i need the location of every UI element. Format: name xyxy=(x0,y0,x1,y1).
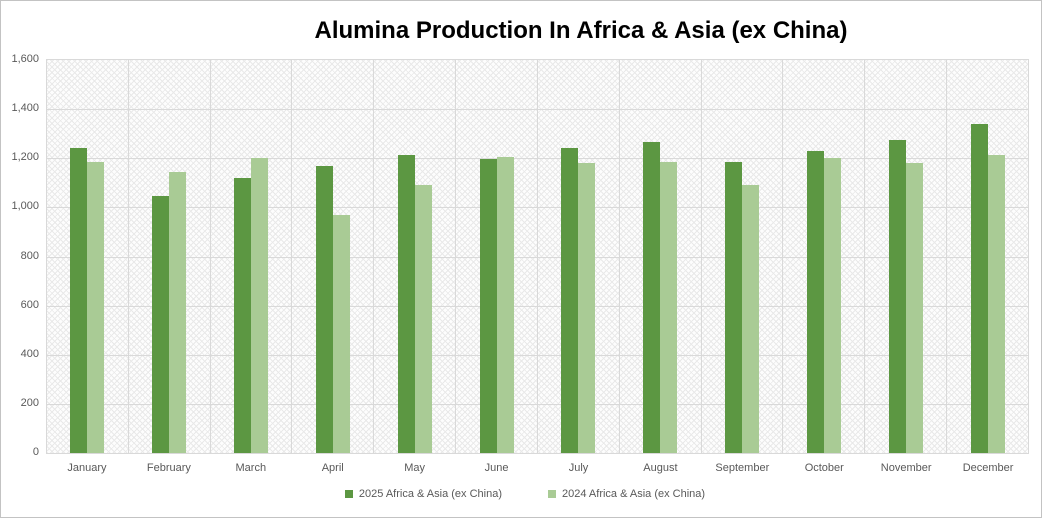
bar-2024-october xyxy=(823,158,841,453)
category-october xyxy=(783,60,866,453)
bar-2024-august xyxy=(660,162,678,453)
x-tick-label-february: February xyxy=(146,462,191,474)
y-tick-label: 1,600 xyxy=(11,53,39,65)
legend: 2025 Africa & Asia (ex China) 2024 Afric… xyxy=(1,488,1041,500)
bar-2025-august xyxy=(643,142,661,453)
category-march xyxy=(211,60,293,453)
bar-2024-march xyxy=(251,158,269,453)
category-july xyxy=(538,60,620,453)
legend-label-2025: 2025 Africa & Asia (ex China) xyxy=(358,488,502,500)
bar-2024-november xyxy=(905,163,923,453)
y-tick-label: 0 xyxy=(32,446,39,458)
bar-2025-november xyxy=(888,140,906,453)
bar-2025-january xyxy=(70,148,88,453)
x-tick-label-january: January xyxy=(67,462,107,474)
x-tick-label-april: April xyxy=(321,462,344,474)
y-tick-label: 800 xyxy=(20,249,39,262)
x-tick-label-may: May xyxy=(404,462,426,474)
x-tick-label-october: October xyxy=(804,462,844,474)
bar-2025-october xyxy=(806,151,824,453)
category-august xyxy=(620,60,702,453)
y-tick-label: 200 xyxy=(20,396,39,409)
category-june xyxy=(456,60,538,453)
category-december xyxy=(947,60,1028,453)
category-november xyxy=(865,60,948,453)
bar-2024-april xyxy=(332,215,350,453)
plot-area xyxy=(46,59,1029,454)
x-tick-label-june: June xyxy=(484,462,509,474)
bar-2024-december xyxy=(987,155,1005,453)
legend-swatch-2024-icon xyxy=(548,490,556,498)
x-tick-label-september: September xyxy=(715,462,770,474)
bar-2025-june xyxy=(479,159,497,453)
bar-2024-may xyxy=(414,185,432,453)
bar-2024-february xyxy=(169,172,187,453)
legend-item-2025: 2025 Africa & Asia (ex China) xyxy=(344,488,502,500)
bar-2024-july xyxy=(578,163,596,453)
bar-2025-february xyxy=(152,196,170,453)
y-tick-label: 400 xyxy=(20,347,39,360)
legend-swatch-2025-icon xyxy=(344,490,353,498)
x-tick-label-december: December xyxy=(962,462,1014,474)
bar-2025-may xyxy=(397,155,415,453)
bar-2025-december xyxy=(970,124,988,453)
bar-2025-april xyxy=(315,166,333,453)
x-tick-label-november: November xyxy=(880,462,932,474)
y-tick-label: 1,400 xyxy=(11,102,39,115)
legend-item-2024: 2024 Africa & Asia (ex China) xyxy=(548,488,705,500)
category-may xyxy=(374,60,457,453)
chart-title: Alumina Production In Africa & Asia (ex … xyxy=(314,17,848,44)
bars-container xyxy=(47,60,1028,453)
x-tick-label-july: July xyxy=(568,462,589,474)
y-axis: 1,600 1,400 1,200 1,000 800 600 400 200 0 xyxy=(1,53,39,458)
bar-2025-september xyxy=(725,162,743,453)
category-april xyxy=(292,60,375,453)
y-tick-label: 1,200 xyxy=(11,151,39,164)
x-tick-label-march: March xyxy=(235,462,267,474)
bar-2025-july xyxy=(561,148,579,453)
y-tick-label: 600 xyxy=(20,298,39,311)
bar-2024-september xyxy=(742,185,760,453)
x-axis: January February March April May June July Augu… xyxy=(46,462,1029,474)
bar-2024-june xyxy=(496,157,514,453)
category-february xyxy=(129,60,211,453)
category-january xyxy=(47,60,129,453)
y-tick-label: 1,000 xyxy=(11,200,39,213)
x-tick-label-august: August xyxy=(643,462,678,474)
legend-label-2024: 2024 Africa & Asia (ex China) xyxy=(562,488,706,500)
bar-2024-january xyxy=(87,162,105,453)
category-september xyxy=(702,60,784,453)
bar-2025-march xyxy=(234,178,252,453)
